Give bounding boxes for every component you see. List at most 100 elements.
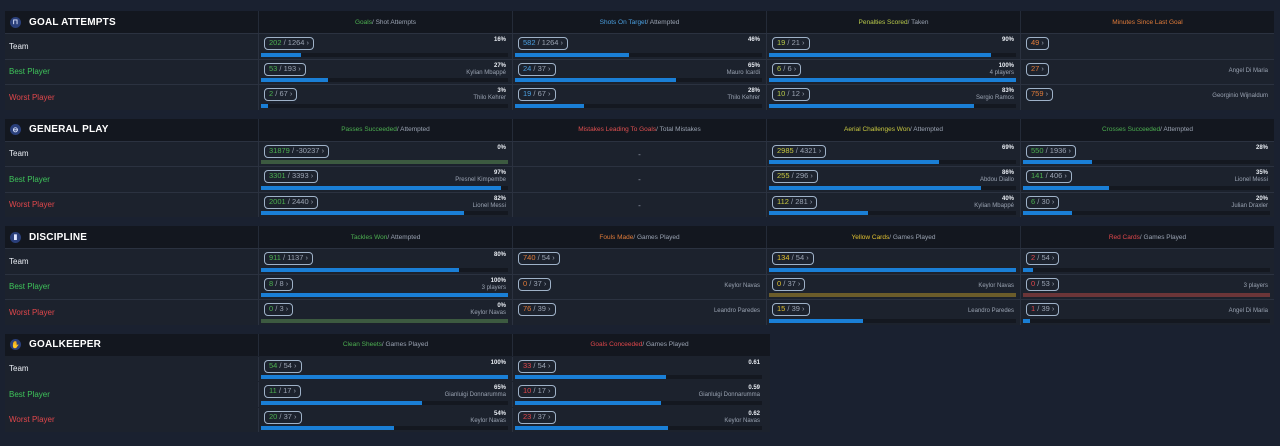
player-name[interactable]: 4 players <box>989 69 1014 76</box>
column-header[interactable]: Red Cards / Games Played <box>1020 226 1274 248</box>
stat-detail: 0% Keylor Navas <box>470 303 506 317</box>
player-name[interactable]: 3 players <box>481 284 506 291</box>
stat-value-button[interactable]: 2 / 67 › <box>264 88 298 101</box>
player-name[interactable]: Keylor Navas <box>470 310 506 316</box>
stat-value-button[interactable]: 0 / 53 › <box>1026 277 1060 291</box>
player-name[interactable]: Keylor Navas <box>978 282 1014 289</box>
column-header-highlight: Goals Conceeded <box>590 341 643 348</box>
stat-value-button[interactable]: 759 › <box>1026 88 1054 101</box>
stat-detail: 46% <box>748 37 760 44</box>
stat-cell: 24 / 37 › 65% Mauro Icardi <box>512 59 766 84</box>
stat-value-button[interactable]: 6 / 30 › <box>1026 195 1060 209</box>
stat-value-button[interactable]: 550 / 1936 › <box>1026 144 1077 158</box>
row-best: Best Player 53 / 193 › 27% Kylian Mbappé 24 … <box>5 58 1274 84</box>
player-name[interactable]: Abdou Diallo <box>979 177 1014 183</box>
player-name[interactable]: Keylor Navas <box>470 417 506 424</box>
stat-value-button[interactable]: 10 / 17 › <box>518 385 556 398</box>
stat-value-button[interactable]: 19 / 67 › <box>518 88 556 101</box>
stat-value-button[interactable]: 6 / 6 › <box>772 62 802 76</box>
stat-value-button[interactable]: 2985 / 4321 › <box>772 144 827 158</box>
column-header[interactable]: Crosses Succeeded / Attempted <box>1020 118 1274 141</box>
progress-bar <box>769 185 1016 190</box>
row-label: Team <box>9 256 29 266</box>
stat-value-button[interactable]: 0 / 3 › <box>264 303 294 316</box>
player-name[interactable]: Kylian Mbappé <box>466 69 506 76</box>
stat-value-button[interactable]: 27 › <box>1026 62 1049 76</box>
stat-value-button[interactable]: 54 / 54 › <box>264 359 302 373</box>
stat-value-button[interactable]: 3301 / 3393 › <box>264 170 319 183</box>
column-header[interactable]: Aerial Challenges Won / Attempted <box>766 118 1020 141</box>
stat-cell: 20 / 37 › 54% Keylor Navas <box>258 407 512 432</box>
player-name[interactable]: Angel Di Maria <box>1228 67 1268 74</box>
row-label: Team <box>9 149 29 159</box>
stat-value-button[interactable]: 19 / 21 › <box>772 37 810 50</box>
stat-value-button[interactable]: 76 / 39 › <box>518 303 556 316</box>
player-name[interactable]: Leandro Paredes <box>967 308 1014 314</box>
chevron-right-icon: › <box>1039 38 1044 47</box>
player-name[interactable]: Thilo Kehrer <box>727 95 760 101</box>
stat-value-button[interactable]: 911 / 1137 › <box>264 252 313 265</box>
stat-value-button[interactable]: 255 / 296 › <box>772 170 818 183</box>
player-name[interactable]: 3 players <box>1243 282 1268 289</box>
player-name[interactable]: Georginio Wijnaldum <box>1212 93 1268 99</box>
player-name[interactable]: Sergio Ramos <box>975 95 1014 101</box>
stat-detail: 0.59 Gianluigi Donnarumma <box>699 385 760 399</box>
stat-value-button[interactable]: 33 / 54 › <box>518 359 556 373</box>
player-name[interactable]: Gianluigi Donnarumma <box>698 392 760 398</box>
progress-fill <box>769 185 982 190</box>
player-name[interactable]: Mauro Icardi <box>726 69 760 76</box>
column-header[interactable]: Minutes Since Last Goal <box>1020 11 1274 33</box>
player-name[interactable]: Keylor Navas <box>724 282 760 289</box>
stat-value-button[interactable]: 141 / 406 › <box>1026 170 1072 183</box>
stat-value-button[interactable]: 10 / 12 › <box>772 88 810 101</box>
stat-value-button[interactable]: 11 / 17 › <box>264 385 301 398</box>
column-header[interactable]: Tackles Won / Attempted <box>258 226 512 248</box>
player-name[interactable]: Keylor Navas <box>724 417 760 424</box>
column-header[interactable]: Clean Sheets / Games Played <box>258 333 512 356</box>
stat-value-button[interactable]: 53 / 193 › <box>264 62 306 76</box>
player-name[interactable]: Angel Di Maria <box>1228 308 1268 314</box>
chevron-right-icon: › <box>816 145 822 155</box>
stat-value-button[interactable]: 23 / 37 › <box>518 410 556 424</box>
stat-value-button[interactable]: 112 / 281 › <box>772 195 818 209</box>
stat-value-button[interactable]: 582 / 1264 › <box>518 37 569 50</box>
stat-value-button[interactable]: 31879 / -30237 › <box>264 144 330 158</box>
stat-value-button[interactable]: 2 / 54 › <box>1026 252 1060 265</box>
stat-value: 141 <box>1031 171 1044 180</box>
stat-value-button[interactable]: 8 / 8 › <box>264 277 294 291</box>
stat-value-button[interactable]: 202 / 1264 › <box>264 37 315 50</box>
stat-value-button[interactable]: 15 / 39 › <box>772 303 810 316</box>
stat-value-button[interactable]: 49 › <box>1026 37 1049 50</box>
player-name[interactable]: Lionel Messi <box>472 202 506 209</box>
player-name[interactable]: Leandro Paredes <box>713 308 760 314</box>
stat-value-button[interactable]: 134 / 54 › <box>772 252 814 265</box>
chevron-right-icon: › <box>319 145 325 155</box>
stat-value-button[interactable]: 740 / 54 › <box>518 252 560 265</box>
player-name[interactable]: Gianluigi Donnarumma <box>444 392 506 398</box>
section-title-text: GOALKEEPER <box>29 339 102 350</box>
player-name[interactable]: Lionel Messi <box>1234 177 1268 183</box>
stat-value-button[interactable]: 2001 / 2440 › <box>264 195 319 209</box>
player-name[interactable]: Julian Draxler <box>1231 202 1268 209</box>
column-header[interactable]: Yellow Cards / Games Played <box>766 226 1020 248</box>
stat-value-button[interactable]: 20 / 37 › <box>264 410 302 424</box>
column-header[interactable]: Fouls Made / Games Played <box>512 226 766 248</box>
stat-value-button[interactable]: 24 / 37 › <box>518 62 556 76</box>
stat-value-button[interactable]: 0 / 37 › <box>772 277 806 291</box>
column-header-rest: / Games Played <box>381 341 429 348</box>
column-header[interactable]: Passes Succeeded / Attempted <box>258 118 512 141</box>
column-header[interactable]: Penalties Scored / Taken <box>766 11 1020 33</box>
column-header[interactable]: Mistakes Leading To Goals / Total Mistak… <box>512 118 766 141</box>
stat-value: 8 <box>269 278 274 288</box>
column-header[interactable]: Goals / Shot Attempts <box>258 11 512 33</box>
column-header[interactable]: Goals Conceeded / Games Played <box>512 333 766 356</box>
stat-value-button[interactable]: 1 / 39 › <box>1026 303 1060 316</box>
player-name[interactable]: Thilo Kehrer <box>473 95 506 101</box>
stat-cell: 0 / 53 › 3 players <box>1020 274 1274 299</box>
row-label: Best Player <box>9 389 50 399</box>
column-header[interactable]: Shots On Target / Attempted <box>512 11 766 33</box>
player-name[interactable]: Presnel Kimpembe <box>455 177 506 183</box>
stat-value-button[interactable]: 0 / 37 › <box>518 277 552 291</box>
stat-percent: 65% <box>493 385 506 391</box>
player-name[interactable]: Kylian Mbappé <box>974 202 1014 209</box>
